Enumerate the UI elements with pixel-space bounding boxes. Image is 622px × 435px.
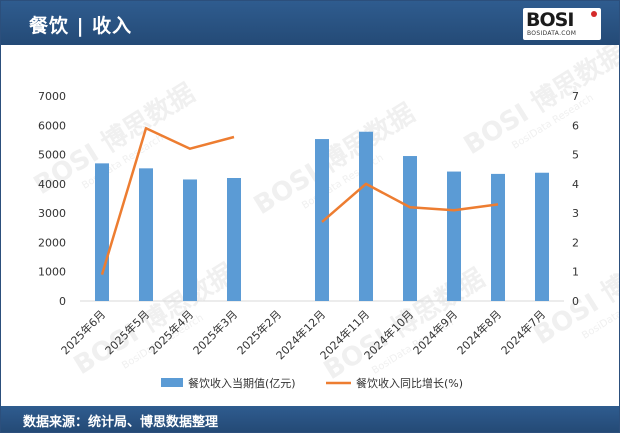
left-y-axis: 0 1000 2000 3000 4000 5000 6000 7000	[38, 90, 66, 308]
bar-11	[535, 172, 549, 301]
left-y-tick-label: 1000	[38, 266, 66, 279]
bar-7	[359, 131, 373, 301]
growth-line-segment	[321, 182, 499, 223]
bar-10	[491, 173, 505, 301]
chart-area: BOSI 博思数据 BosiData Research BOSI 博思数据 BosiD…	[1, 38, 622, 403]
watermark-text: BOSI 博思数据	[459, 45, 619, 161]
left-y-tick-label: 0	[59, 295, 66, 308]
watermark-text: BOSI 博思数据	[249, 98, 420, 221]
left-y-tick-label: 4000	[38, 178, 66, 191]
bar-1	[95, 163, 109, 301]
footer-bar: 数据来源：统计局、博思数据整理	[1, 406, 619, 432]
right-y-tick-label: 7	[572, 90, 579, 103]
legend-bar-label: 餐饮收入当期值(亿元)	[188, 376, 296, 390]
legend-bar-swatch	[161, 378, 183, 387]
growth-line-segment	[100, 126, 235, 276]
logo-dot-icon	[591, 11, 597, 17]
right-y-tick-label: 5	[572, 149, 579, 162]
right-y-tick-label: 4	[572, 178, 579, 191]
bosi-logo: BOSI BOSIDATA.COM	[523, 8, 601, 40]
right-y-axis: 0 1 2 3 4 5 6 7	[572, 90, 579, 308]
right-y-tick-label: 1	[572, 266, 579, 279]
chart-legend: 餐饮收入当期值(亿元) 餐饮收入同比增长(%)	[161, 376, 463, 390]
left-y-tick-label: 5000	[38, 149, 66, 162]
bar-series	[95, 131, 549, 301]
left-y-tick-label: 7000	[38, 90, 66, 103]
left-y-tick-label: 3000	[38, 207, 66, 220]
bar-6	[315, 139, 329, 301]
header-bar: 餐饮 | 收入 BOSI BOSIDATA.COM	[1, 1, 619, 45]
x-tick-label: 2024年8月	[454, 307, 504, 357]
right-y-tick-label: 6	[572, 119, 579, 132]
bar-8	[403, 156, 417, 301]
bar-4	[227, 178, 241, 301]
logo-mark: BOSI	[526, 9, 574, 31]
data-source: 数据来源：统计局、博思数据整理	[23, 415, 219, 430]
legend-line-label: 餐饮收入同比增长(%)	[356, 376, 463, 390]
bar-2	[139, 168, 153, 301]
logo-subtext: BOSIDATA.COM	[527, 30, 577, 37]
page-title: 餐饮 | 收入	[29, 15, 133, 37]
right-y-tick-label: 0	[572, 295, 579, 308]
right-y-tick-label: 2	[572, 236, 579, 249]
line-series	[100, 126, 499, 276]
bar-9	[447, 171, 461, 301]
bar-3	[183, 179, 197, 301]
left-y-tick-label: 6000	[38, 119, 66, 132]
left-y-tick-label: 2000	[38, 236, 66, 249]
right-y-tick-label: 3	[572, 207, 579, 220]
